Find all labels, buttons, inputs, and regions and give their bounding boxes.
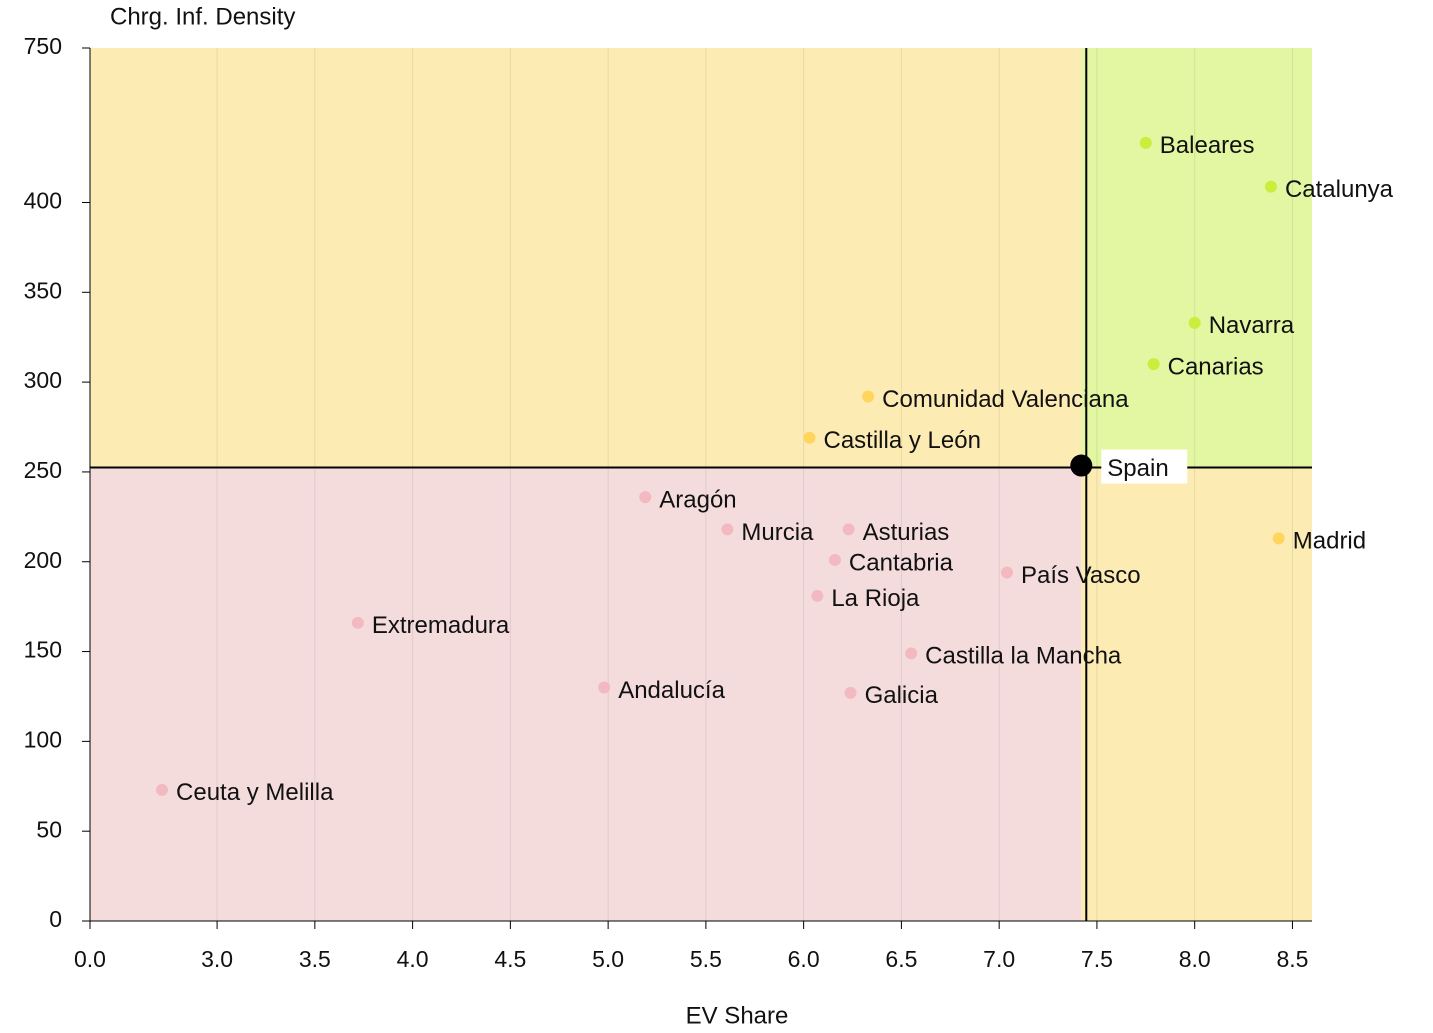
y-tick-label: 200 (24, 547, 62, 573)
x-tick-label: 8.0 (1179, 946, 1211, 972)
point-label: La Rioja (831, 585, 920, 612)
point (351, 616, 364, 629)
point-label: Murcia (741, 519, 814, 546)
benchmark-point (1070, 454, 1093, 477)
point (1139, 136, 1152, 149)
point (803, 431, 816, 444)
point (905, 647, 918, 660)
point-label: Castilla la Mancha (925, 643, 1122, 670)
point-label: Ceuta y Melilla (176, 779, 334, 806)
x-tick-label: 5.5 (690, 946, 722, 972)
point (842, 523, 855, 536)
point (1147, 358, 1160, 371)
quadrant (90, 48, 1082, 467)
quadrant (90, 466, 1082, 921)
point-label: Catalunya (1285, 176, 1394, 203)
x-tick-label: 8.5 (1276, 946, 1308, 972)
y-axis-title: Chrg. Inf. Density (110, 3, 295, 30)
point (1264, 180, 1277, 193)
point (1272, 532, 1285, 545)
y-tick-label: 50 (36, 816, 62, 842)
y-tick-label: 400 (24, 188, 62, 214)
x-tick-label: 4.0 (397, 946, 429, 972)
point-label: Andalucía (618, 677, 725, 704)
point-label: Castilla y León (824, 427, 981, 454)
x-tick-label: 3.0 (201, 946, 233, 972)
point-label: Aragón (659, 486, 736, 513)
point-label: Extremadura (372, 612, 510, 639)
point (1188, 316, 1201, 329)
y-tick-label: 100 (24, 726, 62, 752)
point-label: Galicia (865, 682, 939, 709)
x-axis-title: EV Share (686, 1002, 789, 1029)
y-tick-label: 150 (24, 637, 62, 663)
x-tick-label: 6.0 (788, 946, 820, 972)
quadrant (1081, 48, 1312, 467)
y-tick-label: 350 (24, 277, 62, 303)
y-tick-label: 250 (24, 457, 62, 483)
point (844, 686, 857, 699)
x-tick-label: 7.5 (1081, 946, 1113, 972)
x-tick-label: 4.5 (494, 946, 526, 972)
y-tick-label: 0 (49, 906, 62, 932)
point (811, 589, 824, 602)
point (862, 390, 875, 403)
point-label: Comunidad Valenciana (882, 386, 1129, 413)
x-tick-label: 0.0 (74, 946, 106, 972)
x-tick-label: 6.5 (885, 946, 917, 972)
x-tick-label: 7.0 (983, 946, 1015, 972)
point-label: Asturias (863, 519, 950, 546)
benchmark-label: Spain (1107, 455, 1168, 482)
y-tick-label: 300 (24, 367, 62, 393)
point (828, 553, 841, 566)
point-label: Madrid (1293, 528, 1366, 555)
point (156, 783, 169, 796)
quadrant (1081, 466, 1312, 921)
point-label: Cantabria (849, 549, 954, 576)
point-label: Canarias (1168, 353, 1264, 380)
benchmark-label-box (1101, 449, 1188, 484)
x-tick-label: 5.0 (592, 946, 624, 972)
x-tick-label: 3.5 (299, 946, 331, 972)
y-tick-label: 750 (24, 33, 62, 59)
point (721, 523, 734, 536)
point (639, 491, 652, 504)
point-label: País Vasco (1021, 562, 1141, 589)
point (1000, 566, 1013, 579)
point (598, 681, 611, 694)
point-label: Baleares (1160, 132, 1255, 159)
point-label: Navarra (1209, 312, 1295, 339)
